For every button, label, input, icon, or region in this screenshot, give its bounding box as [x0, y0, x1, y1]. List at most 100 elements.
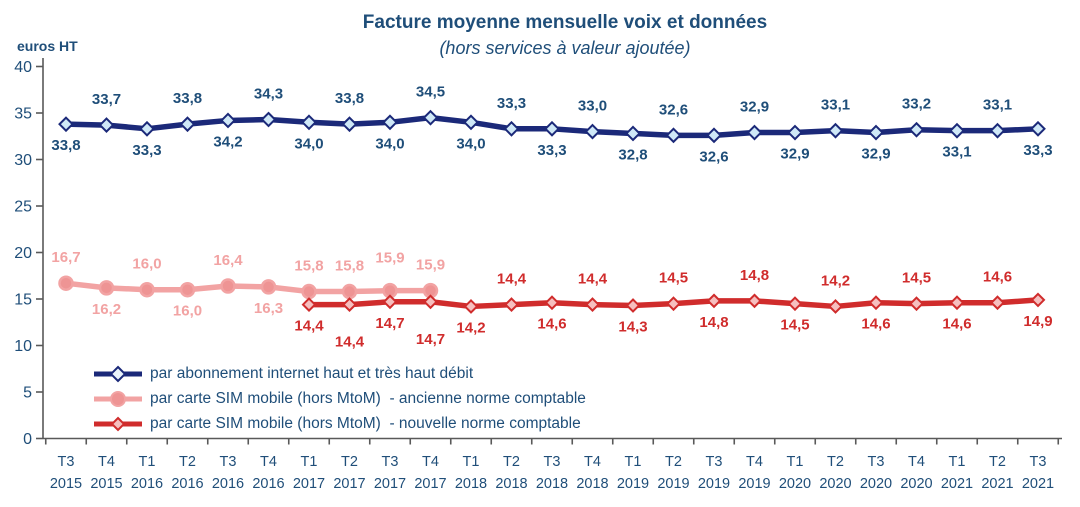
data-label: 14,2 [821, 272, 850, 289]
x-tick-year-label: 2020 [900, 476, 932, 492]
x-tick-quarter-label: T1 [949, 454, 966, 470]
data-point-marker [949, 122, 965, 139]
data-label: 32,6 [699, 148, 728, 165]
data-label: 14,9 [1023, 313, 1052, 330]
x-tick-quarter-label: T4 [908, 454, 925, 470]
data-label: 33,2 [902, 96, 931, 113]
x-tick-quarter-label: T3 [544, 454, 561, 470]
data-point-marker [382, 294, 398, 310]
x-tick-quarter-label: T1 [301, 454, 318, 470]
data-point-marker [1030, 292, 1046, 308]
data-point-marker [909, 296, 924, 312]
x-tick-year-label: 2020 [819, 476, 851, 492]
data-label: 33,8 [51, 137, 80, 154]
data-point-marker [301, 283, 317, 300]
data-point-marker [341, 116, 358, 133]
data-point-marker [504, 297, 519, 312]
data-label: 34,3 [254, 86, 283, 103]
pink-line-circle-icon [94, 390, 142, 407]
x-tick-quarter-label: T3 [1030, 454, 1047, 470]
legend-label: par abonnement internet haut et très hau… [150, 364, 474, 382]
data-label: 32,9 [740, 99, 769, 116]
data-point-marker [341, 283, 358, 300]
x-tick-quarter-label: T2 [179, 454, 196, 470]
data-point-marker [179, 281, 196, 298]
x-tick-quarter-label: T3 [382, 454, 399, 470]
x-tick-quarter-label: T2 [503, 454, 520, 470]
x-tick-quarter-label: T1 [625, 454, 642, 470]
data-point-marker [747, 293, 762, 309]
data-label: 14,4 [497, 271, 527, 288]
y-tick-label: 25 [14, 199, 32, 216]
data-label: 16,3 [254, 300, 283, 317]
x-tick-year-label: 2017 [333, 476, 365, 492]
data-label: 14,7 [375, 315, 404, 332]
data-point-marker [787, 296, 803, 312]
data-label: 34,2 [213, 133, 242, 150]
data-point-marker [585, 297, 600, 312]
y-axis-title: euros HT [17, 38, 78, 54]
x-tick-year-label: 2016 [212, 476, 244, 492]
data-point-marker [787, 124, 803, 141]
data-point-marker [868, 295, 884, 311]
data-point-marker [179, 116, 196, 133]
data-point-marker [828, 299, 843, 314]
data-point-marker [422, 109, 439, 126]
data-label: 15,8 [335, 258, 364, 275]
data-label: 33,8 [335, 90, 364, 107]
data-point-marker [301, 114, 317, 131]
y-tick-label: 0 [23, 431, 32, 448]
data-label: 14,8 [740, 267, 769, 284]
data-label: 14,4 [294, 318, 324, 335]
data-point-marker [220, 112, 236, 129]
x-tick-year-label: 2018 [495, 476, 527, 492]
data-label: 14,5 [659, 270, 688, 287]
data-label: 14,6 [861, 316, 890, 333]
data-point-marker [301, 297, 317, 312]
data-point-marker [382, 114, 398, 131]
data-label: 14,2 [456, 319, 485, 336]
x-tick-quarter-label: T2 [341, 454, 358, 470]
data-label: 15,8 [294, 258, 323, 275]
data-point-marker [260, 111, 277, 128]
chart-title: Facture moyenne mensuelle voix et donnée… [362, 12, 768, 33]
data-label: 14,7 [416, 331, 445, 348]
x-tick-year-label: 2019 [698, 476, 730, 492]
y-tick-label: 5 [23, 385, 32, 402]
data-label: 33,1 [983, 97, 1012, 114]
data-point-marker [989, 122, 1006, 139]
data-point-marker [584, 123, 601, 140]
x-tick-year-label: 2018 [536, 476, 568, 492]
data-label: 16,4 [213, 252, 243, 269]
blue-line-diamond-icon [94, 365, 142, 382]
data-label: 32,8 [618, 146, 647, 163]
data-label: 16,2 [92, 301, 121, 318]
data-point-marker [666, 296, 681, 312]
data-label: 16,0 [132, 256, 161, 273]
y-tick-label: 40 [14, 59, 32, 76]
data-label: 34,5 [416, 84, 445, 101]
data-point-marker [990, 295, 1005, 311]
data-label: 33,3 [1023, 142, 1052, 159]
data-label: 16,0 [173, 303, 202, 320]
x-tick-quarter-label: T4 [746, 454, 763, 470]
data-label: 34,0 [375, 135, 404, 152]
data-point-marker [949, 295, 965, 311]
x-tick-quarter-label: T1 [463, 454, 480, 470]
x-tick-year-label: 2016 [171, 476, 203, 492]
x-tick-year-label: 2020 [860, 476, 892, 492]
data-label: 32,9 [780, 146, 809, 163]
legend-label: par carte SIM mobile (hors MtoM) - nouve… [150, 414, 581, 432]
data-label: 15,9 [375, 250, 404, 267]
x-tick-quarter-label: T3 [58, 454, 75, 470]
chart-legend: par abonnement internet haut et très hau… [92, 361, 586, 436]
x-tick-quarter-label: T4 [584, 454, 601, 470]
x-tick-year-label: 2019 [738, 476, 770, 492]
data-point-marker [868, 124, 884, 141]
x-tick-year-label: 2018 [455, 476, 487, 492]
data-point-marker [503, 120, 520, 137]
data-label: 14,8 [699, 314, 728, 331]
data-label: 14,5 [902, 270, 931, 287]
